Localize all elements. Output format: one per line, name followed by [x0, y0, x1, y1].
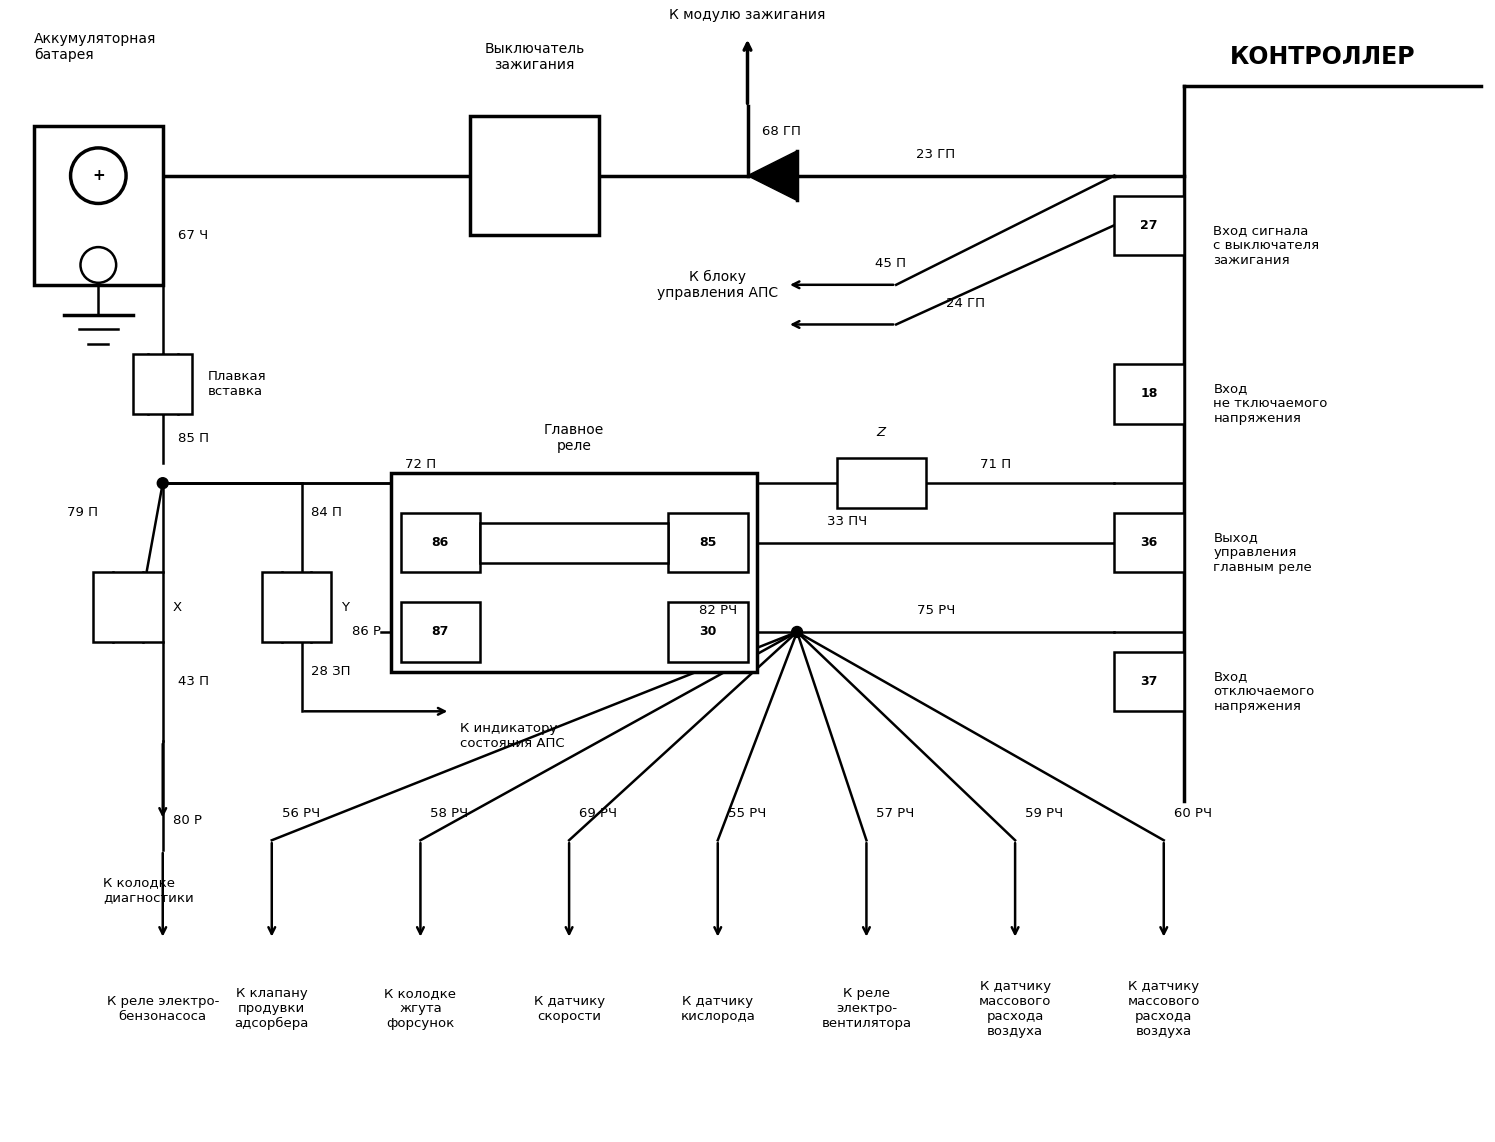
Text: К модулю зажигания: К модулю зажигания	[670, 8, 825, 22]
Text: X: X	[172, 601, 182, 613]
Text: 69 РЧ: 69 РЧ	[579, 807, 617, 820]
Polygon shape	[748, 151, 797, 201]
Text: К датчику
кислорода: К датчику кислорода	[680, 995, 755, 1023]
Text: 86: 86	[432, 537, 448, 549]
Text: 27: 27	[1141, 219, 1157, 232]
Text: 60 РЧ: 60 РЧ	[1174, 807, 1211, 820]
Text: Выход
управления
главным реле: Выход управления главным реле	[1214, 531, 1313, 574]
Text: 71 П: 71 П	[979, 458, 1011, 472]
Text: КОНТРОЛЛЕР: КОНТРОЛЛЕР	[1229, 45, 1416, 69]
Circle shape	[157, 477, 169, 489]
Text: 84 П: 84 П	[311, 506, 342, 520]
Text: К реле электро-
бензонасоса: К реле электро- бензонасоса	[106, 995, 218, 1023]
Text: 72 П: 72 П	[405, 458, 437, 472]
Text: 85: 85	[700, 537, 716, 549]
Text: К индикатору
состояния АПС: К индикатору состояния АПС	[460, 722, 565, 750]
Bar	[262, 572, 332, 642]
Text: 24 ГП: 24 ГП	[946, 297, 985, 309]
Text: К блоку
управления АПС: К блоку управления АПС	[658, 270, 779, 300]
Bar	[390, 473, 758, 671]
Text: 23 ГП: 23 ГП	[916, 147, 955, 161]
Text: 44 П: 44 П	[401, 491, 432, 505]
Text: 79 П: 79 П	[67, 506, 99, 520]
Text: Плавкая
вставка: Плавкая вставка	[208, 370, 266, 397]
Text: Вход сигнала
с выключателя
зажигания: Вход сигнала с выключателя зажигания	[1214, 224, 1320, 266]
Text: 37: 37	[1141, 675, 1157, 689]
Bar	[133, 354, 193, 413]
Text: 18: 18	[1141, 387, 1157, 401]
Text: 67 Ч: 67 Ч	[178, 228, 208, 242]
Text: 85 П: 85 П	[178, 432, 209, 445]
Text: 30: 30	[700, 626, 716, 638]
Bar	[1114, 652, 1184, 711]
Bar	[668, 602, 748, 661]
Text: К колодке
жгута
форсунок: К колодке жгута форсунок	[384, 988, 456, 1030]
Text: К клапану
продувки
адсорбера: К клапану продувки адсорбера	[235, 988, 309, 1030]
Text: 33 ПЧ: 33 ПЧ	[827, 515, 867, 528]
Text: 45 П: 45 П	[875, 257, 906, 270]
Bar	[93, 572, 163, 642]
Text: 68 ГП: 68 ГП	[762, 124, 801, 137]
Bar	[668, 513, 748, 572]
Bar	[34, 126, 163, 284]
Bar	[401, 513, 480, 572]
Text: Y: Y	[341, 601, 350, 613]
Text: 58 РЧ: 58 РЧ	[431, 807, 468, 820]
Text: Аккумуляторная
батарея: Аккумуляторная батарея	[34, 32, 157, 62]
Text: +: +	[93, 168, 105, 183]
Bar	[837, 458, 925, 508]
Text: 59 РЧ: 59 РЧ	[1026, 807, 1063, 820]
Text: Главное
реле: Главное реле	[544, 424, 604, 453]
Text: 75 РЧ: 75 РЧ	[916, 604, 955, 617]
Text: Вход
не тключаемого
напряжения: Вход не тключаемого напряжения	[1214, 383, 1328, 425]
Text: 57 РЧ: 57 РЧ	[876, 807, 915, 820]
Text: 43 П: 43 П	[178, 675, 209, 689]
Text: 87: 87	[432, 626, 448, 638]
Text: 55 РЧ: 55 РЧ	[728, 807, 765, 820]
Text: К реле
электро-
вентилятора: К реле электро- вентилятора	[821, 988, 912, 1030]
Text: 82 РЧ: 82 РЧ	[698, 604, 737, 617]
Text: Z: Z	[876, 426, 887, 439]
Text: К датчику
массового
расхода
воздуха: К датчику массового расхода воздуха	[1127, 980, 1200, 1038]
Text: К датчику
скорости: К датчику скорости	[534, 995, 604, 1023]
Text: 36: 36	[1141, 537, 1157, 549]
Bar	[1114, 513, 1184, 572]
Text: К датчику
массового
расхода
воздуха: К датчику массового расхода воздуха	[979, 980, 1051, 1038]
Bar	[1114, 195, 1184, 255]
Bar	[480, 523, 668, 563]
Text: 80 Р: 80 Р	[172, 814, 202, 827]
Text: К колодке
диагностики: К колодке диагностики	[103, 876, 194, 903]
Circle shape	[792, 627, 803, 637]
Text: Вход
отключаемого
напряжения: Вход отключаемого напряжения	[1214, 670, 1314, 713]
Bar	[401, 602, 480, 661]
Text: 56 РЧ: 56 РЧ	[281, 807, 320, 820]
Bar	[1114, 364, 1184, 424]
Text: Выключатель
зажигания: Выключатель зажигания	[484, 41, 585, 72]
Bar	[469, 116, 599, 235]
Text: 28 ЗП: 28 ЗП	[311, 665, 351, 678]
Text: 86 Р: 86 Р	[351, 626, 381, 638]
